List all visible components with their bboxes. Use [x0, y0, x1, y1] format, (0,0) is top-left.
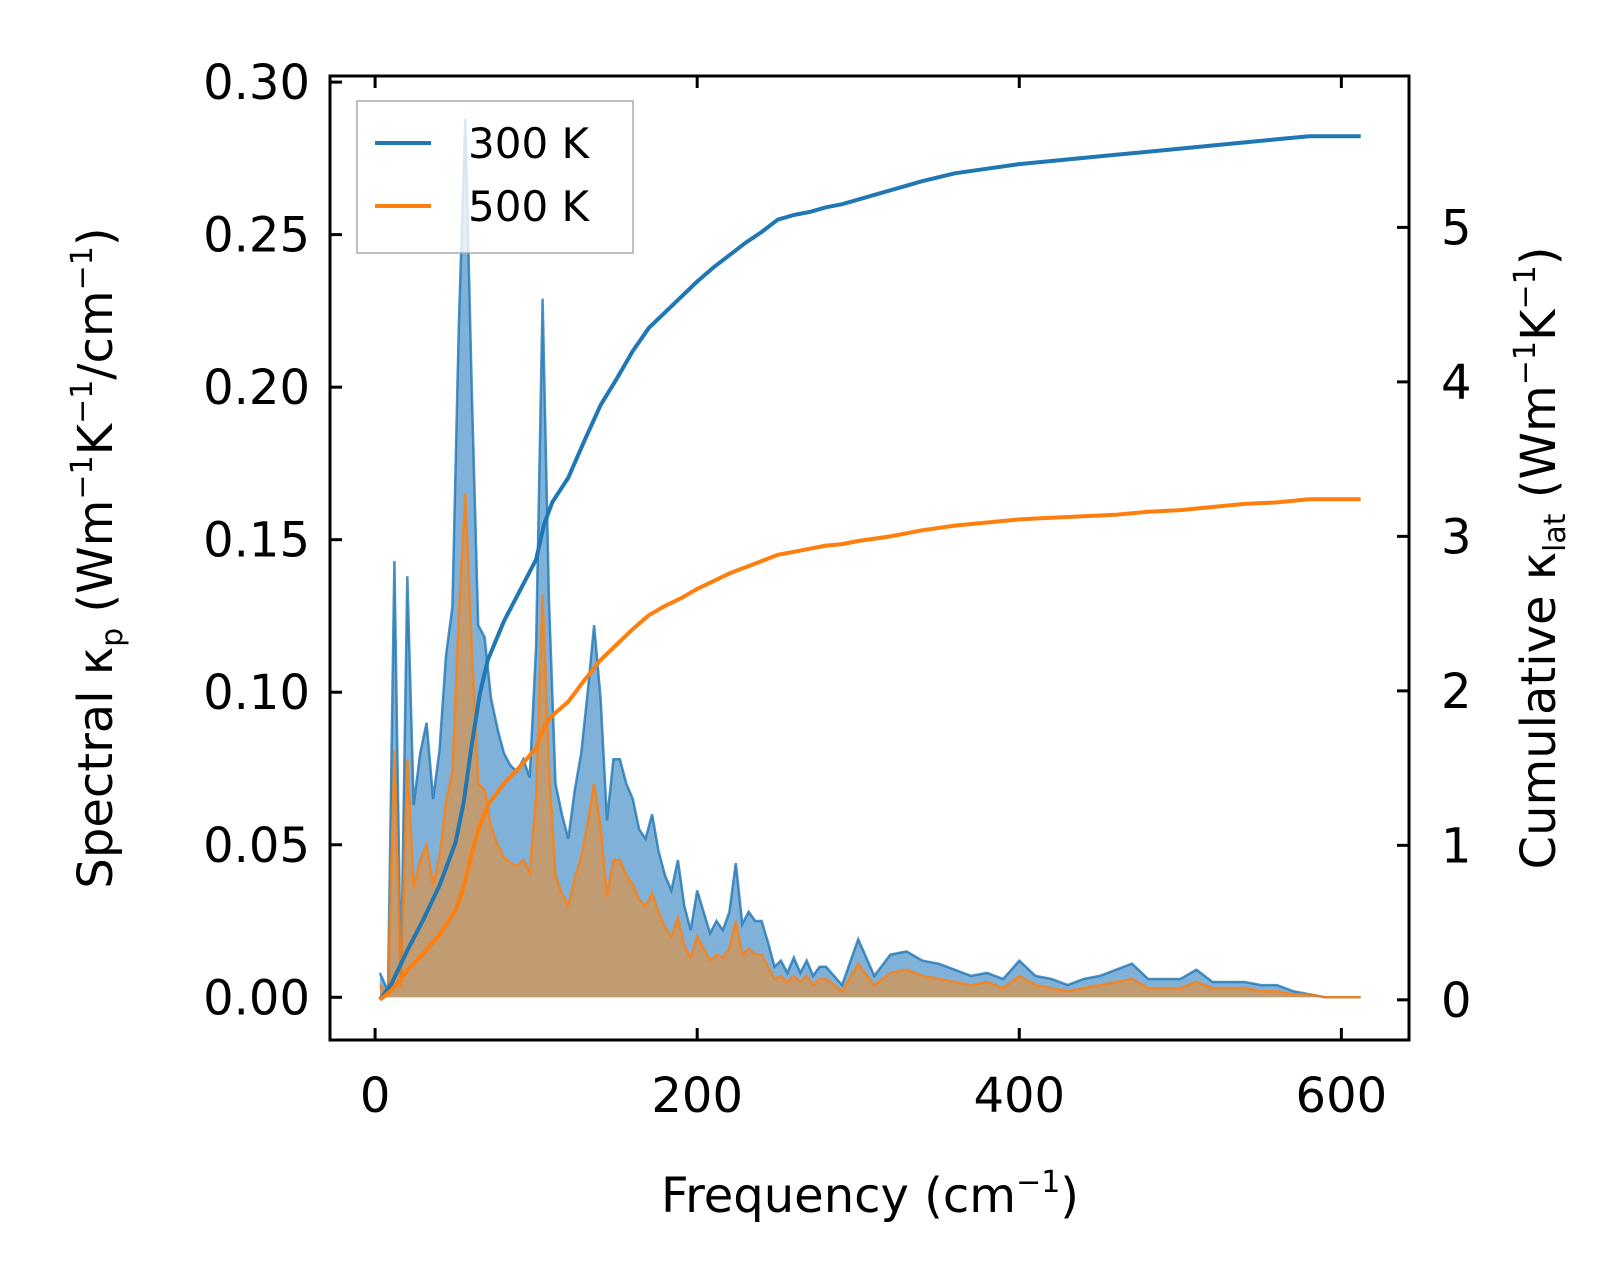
x-tick-label: 400 [973, 1068, 1065, 1124]
y-left-tick-label: 0.00 [203, 970, 310, 1026]
y-right-tick-label: 3 [1441, 509, 1472, 565]
plot-area [378, 118, 1361, 1002]
cumulative-line-0 [378, 134, 1361, 1001]
spectral-line-0 [378, 118, 1361, 999]
y-left-tick-label: 0.05 [203, 818, 310, 874]
legend: 300 K 500 K [356, 100, 634, 254]
y-axis-left: 0.00 0.05 0.10 0.15 0.20 0.25 0.30 [203, 55, 342, 1026]
y-left-tick-label: 0.20 [203, 360, 310, 416]
y-axis-right-title: Cumulative κlat (Wm−1K−1) [1508, 247, 1573, 870]
y-right-tick-label: 4 [1441, 355, 1472, 411]
y-axis-right: 0 1 2 3 4 5 [1397, 200, 1472, 1029]
axes-frame [328, 74, 1411, 1042]
y-right-tick-label: 5 [1441, 200, 1472, 256]
y-right-tick-label: 2 [1441, 664, 1472, 720]
y-left-tick-label: 0.30 [203, 55, 310, 111]
legend-label-300k: 300 K [468, 119, 591, 168]
x-tick-label: 600 [1296, 1068, 1388, 1124]
x-tick-label: 200 [651, 1068, 743, 1124]
y-right-tick-label: 0 [1441, 973, 1472, 1029]
legend-label-500k: 500 K [468, 182, 591, 231]
spectral-fill-1 [379, 493, 1361, 998]
y-left-tick-label: 0.10 [203, 665, 310, 721]
x-axis-title: Frequency (cm−1) [661, 1165, 1079, 1224]
y-left-tick-label: 0.15 [203, 513, 310, 569]
x-tick-label: 0 [360, 1068, 391, 1124]
y-right-tick-label: 1 [1441, 818, 1472, 874]
y-left-tick-label: 0.25 [203, 208, 310, 264]
spectral-line-1 [378, 493, 1361, 999]
y-axis-left-title: Spectral κp (Wm−1K−1/cm−1) [65, 227, 130, 888]
legend-box [356, 100, 634, 254]
cumulative-line-1 [378, 497, 1361, 1002]
x-axis: 0 200 400 600 [360, 76, 1387, 1124]
